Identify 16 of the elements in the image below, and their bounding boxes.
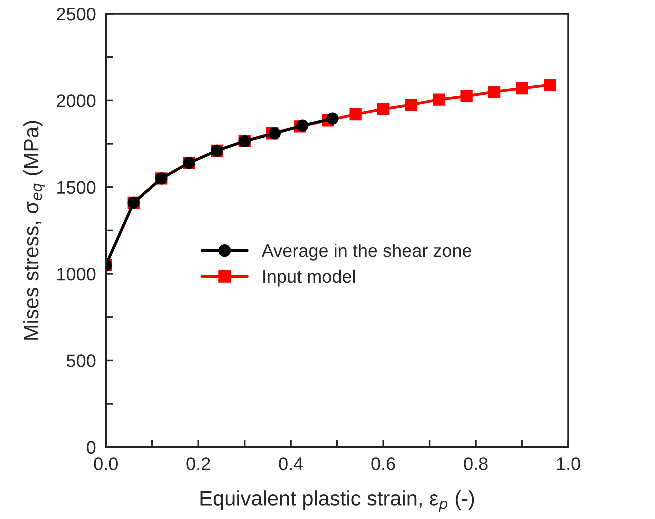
- y-tick-label: 2500: [57, 8, 96, 21]
- legend-label: Average in the shear zone: [262, 244, 472, 261]
- x-tick-label: 0.2: [186, 458, 210, 470]
- y-tick-label: 500: [66, 354, 96, 368]
- legend-label: Input model: [264, 270, 356, 287]
- x-tick-label: 0.0: [94, 458, 118, 470]
- y-axis-title: Mises stress, σ$_{eq}$ (MPa): [23, 121, 45, 340]
- x-tick-label: 0.4: [279, 458, 304, 470]
- y-tick-label: 1500: [58, 181, 96, 194]
- x-tick-label: 1.0: [557, 458, 580, 470]
- y-tick-label: 1000: [58, 268, 96, 281]
- x-tick-label: 0.6: [372, 458, 396, 470]
- y-tick-label: 0: [87, 441, 96, 454]
- x-tick-label: 0.8: [464, 458, 488, 470]
- y-tick-label: 2000: [57, 94, 96, 108]
- x-axis-title: Equivalent plastic strain, ε$_{p}$ (-): [200, 490, 474, 512]
